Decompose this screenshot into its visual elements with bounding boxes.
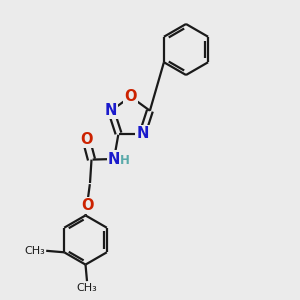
Text: N: N xyxy=(108,152,120,166)
Text: N: N xyxy=(136,126,149,141)
Text: CH₃: CH₃ xyxy=(76,283,98,292)
Text: O: O xyxy=(124,89,137,104)
Text: N: N xyxy=(105,103,117,118)
Text: CH₃: CH₃ xyxy=(24,246,45,256)
Text: H: H xyxy=(120,154,130,167)
Text: O: O xyxy=(81,198,93,213)
Text: O: O xyxy=(80,132,92,147)
